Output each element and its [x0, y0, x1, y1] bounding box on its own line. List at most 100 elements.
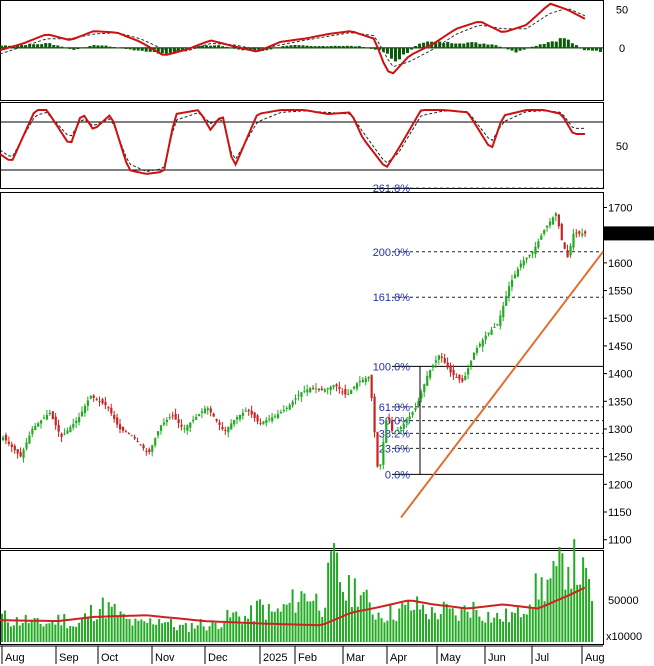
candle-body	[332, 385, 335, 388]
oscillator-histogram-bar	[514, 47, 518, 53]
oscillator-histogram-bar	[281, 46, 285, 49]
volume-bar	[555, 566, 558, 642]
volume-bar	[499, 619, 502, 642]
candle-body	[282, 409, 285, 411]
oscillator-histogram-bar	[594, 47, 598, 51]
fibonacci-label: 50.0%	[379, 416, 410, 428]
volume-bar	[496, 612, 499, 642]
oscillator-histogram-bar	[542, 43, 546, 49]
candle-body	[393, 432, 397, 434]
oscillator-histogram-bar	[490, 44, 494, 49]
candle-body	[367, 376, 370, 379]
candle-body	[121, 426, 125, 431]
candle-body	[446, 362, 449, 368]
candle-body	[484, 335, 487, 340]
candle-body	[10, 444, 13, 448]
volume-bar	[588, 578, 591, 642]
volume-bar	[472, 601, 475, 642]
oscillator-histogram-bar	[36, 44, 40, 49]
volume-bar	[116, 616, 119, 642]
volume-bar	[531, 607, 534, 642]
candle-body	[560, 224, 563, 241]
volume-bar	[410, 610, 413, 642]
oscillator-histogram-bar	[462, 43, 466, 49]
candle-body	[487, 332, 490, 335]
month-label: May	[440, 652, 461, 664]
volume-bar	[291, 589, 294, 642]
candle-body	[133, 436, 136, 439]
oscillator-histogram-bar	[84, 47, 88, 49]
volume-bar	[18, 625, 21, 642]
oscillator-histogram-bar	[381, 47, 385, 52]
volume-bar	[478, 616, 481, 642]
last-price-text: 1653.220	[606, 228, 652, 240]
candle-body	[2, 437, 5, 441]
candle-body	[543, 230, 546, 234]
oscillator-histogram-bar	[510, 47, 514, 51]
volume-average-line	[0, 586, 586, 627]
oscillator-histogram-bar	[148, 47, 152, 52]
volume-bar	[564, 589, 567, 642]
oscillator-histogram-bar	[522, 47, 526, 50]
candle-body	[554, 213, 558, 216]
volume-bar	[445, 603, 448, 642]
fibonacci-label: 61.8%	[379, 402, 410, 414]
candle-body	[285, 407, 288, 409]
candle-body	[244, 410, 247, 412]
volume-bar	[558, 546, 561, 642]
oscillator-histogram-bar	[414, 45, 418, 49]
volume-bar	[436, 619, 439, 642]
volume-bar	[247, 618, 250, 642]
volume-bar	[98, 608, 101, 642]
oscillator-histogram-bar	[305, 45, 309, 49]
oscillator-histogram-bar	[301, 45, 305, 49]
volume-bar	[353, 578, 356, 642]
volume-bar	[232, 612, 235, 642]
oscillator-histogram-bar	[201, 45, 205, 49]
candle-body	[63, 433, 66, 435]
volume-bar	[21, 623, 24, 642]
volume-bar	[321, 616, 324, 642]
month-label: Aug	[585, 652, 605, 664]
volume-bar	[57, 614, 60, 642]
candle-body	[364, 378, 367, 382]
candle-body	[19, 452, 22, 457]
volume-bar	[214, 622, 217, 642]
volume-bar	[193, 628, 196, 642]
volume-bar	[510, 612, 513, 642]
volume-bar	[451, 608, 454, 642]
volume-bar	[442, 601, 445, 642]
oscillator-histogram-bar	[132, 47, 136, 51]
oscillator-histogram-bar	[4, 45, 8, 49]
candle-body	[309, 388, 312, 393]
candle-body	[209, 408, 212, 413]
oscillator-histogram-bar	[269, 47, 273, 50]
volume-bar	[306, 601, 309, 642]
candle-body	[376, 432, 379, 467]
candle-body	[119, 424, 122, 430]
volume-bar	[190, 622, 193, 642]
candle-body	[241, 412, 245, 416]
candle-body	[563, 242, 566, 249]
price-tick-label: 1350	[608, 396, 632, 408]
volume-bar	[241, 624, 244, 642]
candle-body	[66, 430, 69, 434]
oscillator-histogram-bar	[393, 47, 397, 62]
volume-bar	[92, 621, 95, 642]
candle-body	[294, 398, 297, 400]
candle-body	[572, 233, 575, 248]
volume-bar	[12, 625, 15, 642]
volume-bar	[48, 623, 51, 642]
month-label: Apr	[390, 652, 407, 664]
candle-body	[303, 390, 306, 392]
candle-body	[431, 365, 435, 368]
oscillator-histogram-bar	[68, 47, 72, 49]
volume-bar	[30, 619, 33, 642]
candle-body	[238, 414, 242, 420]
volume-bar	[347, 575, 350, 642]
month-label: Aug	[5, 652, 25, 664]
candle-body	[236, 417, 239, 420]
volume-bar	[407, 601, 410, 642]
volume-bar	[303, 593, 306, 642]
